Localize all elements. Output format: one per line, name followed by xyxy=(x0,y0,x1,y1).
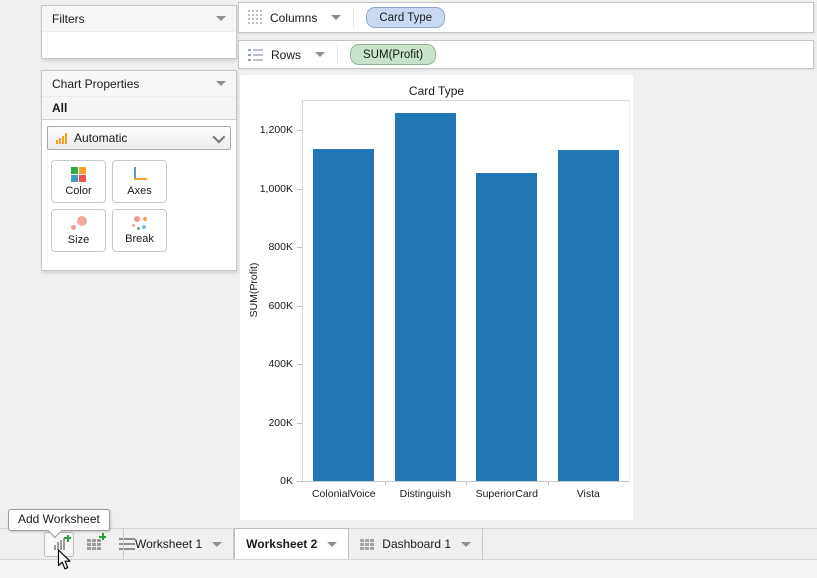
plus-icon xyxy=(64,534,71,542)
y-tick-mark xyxy=(297,188,302,190)
size-button[interactable]: Size xyxy=(51,209,106,252)
color-button-label: Color xyxy=(65,184,92,197)
tab-worksheet-2[interactable]: Worksheet 2 xyxy=(234,528,350,559)
columns-pill-card-type[interactable]: Card Type xyxy=(366,7,446,28)
break-button-label: Break xyxy=(125,233,154,245)
x-tick-mark xyxy=(466,481,467,485)
chart-properties-buttons: Color Axes Size Break xyxy=(42,155,236,257)
chart-properties-title: Chart Properties xyxy=(52,76,140,91)
plus-icon xyxy=(99,533,106,540)
tab-dashboard-1[interactable]: Dashboard 1 xyxy=(349,529,484,559)
mark-type-value: Automatic xyxy=(74,131,128,145)
bar-ColonialVoice[interactable] xyxy=(313,148,375,481)
break-dots-icon xyxy=(131,216,148,230)
x-tick-mark xyxy=(547,481,549,485)
rows-pill-sum-profit[interactable]: SUM(Profit) xyxy=(350,44,437,65)
columns-shelf-label: Columns xyxy=(270,10,318,25)
collapse-arrow-icon[interactable] xyxy=(216,16,226,21)
rows-shelf[interactable]: Rows SUM(Profit) xyxy=(238,40,814,69)
new-dashboard-button[interactable] xyxy=(81,532,107,556)
x-tick-label: Distinguish xyxy=(399,488,451,500)
x-tick-label: ColonialVoice xyxy=(311,488,376,500)
y-tick-mark xyxy=(297,364,302,366)
y-tick-label: 800K xyxy=(268,241,293,254)
scope-all-row: All xyxy=(42,97,236,120)
chart-properties-header[interactable]: Chart Properties xyxy=(42,71,236,97)
new-dashboard-icon xyxy=(87,538,101,550)
y-tick-mark xyxy=(297,305,302,307)
columns-icon xyxy=(248,10,262,25)
sheet-tabs: Worksheet 1 Worksheet 2 Dashboard 1 xyxy=(123,528,484,559)
tab-dropdown-arrow-icon[interactable] xyxy=(212,541,223,547)
columns-shelf[interactable]: Columns Card Type xyxy=(238,2,814,33)
chart-title: Card Type xyxy=(408,84,465,98)
bar-chart-icon xyxy=(56,132,67,144)
filters-panel-title: Filters xyxy=(52,11,85,26)
size-circles-icon xyxy=(70,215,87,231)
rows-icon xyxy=(248,48,263,61)
rows-shelf-label: Rows xyxy=(271,47,302,62)
bar-Distinguish[interactable] xyxy=(394,113,456,481)
tab-label: Worksheet 2 xyxy=(246,537,318,551)
tab-dropdown-arrow-icon[interactable] xyxy=(327,541,338,547)
tab-dropdown-arrow-icon[interactable] xyxy=(461,541,472,547)
plot-area[interactable]: ColonialVoice Distinguish SuperiorCard Vist… xyxy=(260,100,630,500)
y-tick-label: 1,200K xyxy=(259,124,293,137)
y-axis-title: SUM(Profit) xyxy=(248,262,260,318)
axes-button[interactable]: Axes xyxy=(112,160,167,203)
list-icon xyxy=(119,538,135,550)
shelf-divider xyxy=(353,7,355,28)
filters-panel-header[interactable]: Filters xyxy=(42,6,236,32)
bar-Vista[interactable] xyxy=(557,149,619,481)
add-worksheet-tooltip: Add Worksheet xyxy=(8,509,110,539)
tab-worksheet-1[interactable]: Worksheet 1 xyxy=(123,529,235,559)
mark-type-dropdown[interactable]: Automatic xyxy=(47,126,231,150)
y-tick-label: 600K xyxy=(268,299,293,312)
y-tick-mark xyxy=(297,247,302,249)
mouse-cursor xyxy=(57,549,72,576)
y-tick-label: 400K xyxy=(268,358,293,371)
shelf-divider xyxy=(337,45,339,64)
x-tick-label: Vista xyxy=(576,488,600,500)
sheet-sorter-button[interactable] xyxy=(114,532,140,556)
y-tick-label: 1,000K xyxy=(259,182,293,195)
filters-drop-area[interactable] xyxy=(42,32,236,59)
collapse-arrow-icon[interactable] xyxy=(216,81,226,86)
x-tick-mark xyxy=(384,481,386,485)
chart-canvas: Card Type SUM(Profit) ColonialVoice Disti… xyxy=(240,75,633,520)
tab-label: Dashboard 1 xyxy=(382,537,452,551)
sheet-tab-bar: Worksheet 1 Worksheet 2 Dashboard 1 xyxy=(0,528,817,559)
color-squares-icon xyxy=(71,166,86,182)
columns-dropdown-arrow-icon[interactable] xyxy=(331,15,342,20)
rows-dropdown-arrow-icon[interactable] xyxy=(315,52,326,57)
y-tick-label: 0K xyxy=(280,475,293,487)
axes-button-label: Axes xyxy=(127,184,152,197)
dashboard-grid-icon xyxy=(360,538,375,550)
color-button[interactable]: Color xyxy=(51,160,106,203)
status-strip xyxy=(0,559,817,578)
break-button[interactable]: Break xyxy=(112,209,167,252)
y-tick-mark xyxy=(297,422,302,424)
tab-label: Worksheet 1 xyxy=(135,537,203,551)
new-worksheet-icon xyxy=(53,538,65,550)
y-tick-mark xyxy=(297,130,302,132)
tooltip-text: Add Worksheet xyxy=(18,512,100,526)
size-button-label: Size xyxy=(67,233,90,246)
y-tick-label: 200K xyxy=(268,416,293,429)
filters-panel: Filters xyxy=(41,5,237,59)
axes-icon xyxy=(132,166,147,182)
y-tick-mark xyxy=(297,481,302,482)
bar-SuperiorCard[interactable] xyxy=(476,173,538,481)
x-tick-label: SuperiorCard xyxy=(475,488,539,500)
chevron-down-icon xyxy=(212,130,226,143)
chart-properties-panel: Chart Properties All Automatic Color Axe… xyxy=(41,70,237,271)
